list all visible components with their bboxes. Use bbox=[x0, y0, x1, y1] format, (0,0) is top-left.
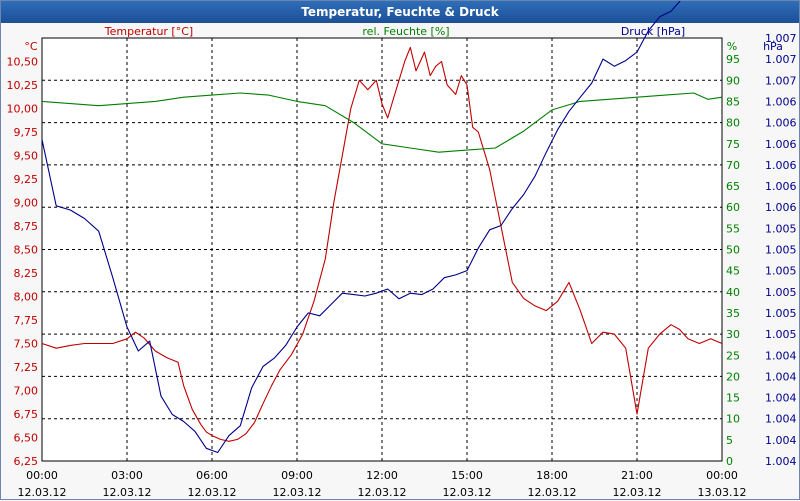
temperature-unit-label: °C bbox=[24, 40, 38, 53]
humidity-tick-label: 50 bbox=[726, 244, 740, 257]
x-tick-time: 06:00 bbox=[196, 469, 228, 482]
humidity-tick-label: 85 bbox=[726, 95, 740, 108]
temperature-tick-label: 7,50 bbox=[14, 338, 39, 351]
temperature-axis-title: Temperatur [°C] bbox=[104, 25, 193, 38]
pressure-tick-label: 1.005 bbox=[765, 222, 797, 235]
pressure-tick-label: 1.006 bbox=[765, 138, 797, 151]
humidity-tick-label: 40 bbox=[726, 286, 740, 299]
x-tick-date: 12.03.12 bbox=[18, 486, 67, 499]
chart-title: Temperatur, Feuchte & Druck bbox=[1, 1, 799, 23]
humidity-tick-label: 75 bbox=[726, 138, 740, 151]
temperature-tick-label: 9,25 bbox=[14, 173, 39, 186]
pressure-tick-label: 1.007 bbox=[765, 32, 797, 45]
temperature-tick-label: 7,75 bbox=[14, 314, 39, 327]
humidity-tick-label: 70 bbox=[726, 159, 740, 172]
x-tick-time: 00:00 bbox=[706, 469, 738, 482]
humidity-tick-label: 30 bbox=[726, 328, 740, 341]
pressure-tick-label: 1.006 bbox=[765, 180, 797, 193]
x-tick-time: 18:00 bbox=[536, 469, 568, 482]
temperature-tick-label: 7,00 bbox=[14, 385, 39, 398]
pressure-tick-label: 1.006 bbox=[765, 159, 797, 172]
humidity-tick-label: 45 bbox=[726, 265, 740, 278]
humidity-unit-label: % bbox=[727, 40, 737, 53]
temperature-tick-label: 9,50 bbox=[14, 150, 39, 163]
humidity-tick-label: 55 bbox=[726, 222, 740, 235]
pressure-tick-label: 1.004 bbox=[765, 413, 797, 426]
temperature-tick-label: 8,75 bbox=[14, 220, 39, 233]
plot-border bbox=[41, 37, 723, 462]
temperature-tick-label: 10,50 bbox=[7, 56, 39, 69]
x-tick-time: 15:00 bbox=[451, 469, 483, 482]
temperature-tick-label: 8,25 bbox=[14, 267, 39, 280]
humidity-tick-label: 35 bbox=[726, 307, 740, 320]
humidity-tick-label: 60 bbox=[726, 201, 740, 214]
humidity-tick-label: 0 bbox=[726, 455, 733, 468]
x-tick-date: 12.03.12 bbox=[273, 486, 322, 499]
temperature-tick-label: 6,50 bbox=[14, 432, 39, 445]
temperature-tick-label: 10,00 bbox=[7, 103, 39, 116]
pressure-tick-label: 1.005 bbox=[765, 286, 797, 299]
humidity-tick-label: 95 bbox=[726, 53, 740, 66]
pressure-tick-label: 1.005 bbox=[765, 328, 797, 341]
pressure-tick-label: 1.004 bbox=[765, 434, 797, 447]
x-tick-time: 21:00 bbox=[621, 469, 653, 482]
temperature-tick-label: 10,25 bbox=[7, 79, 39, 92]
pressure-tick-label: 1.006 bbox=[765, 117, 797, 130]
pressure-tick-label: 1.006 bbox=[765, 95, 797, 108]
pressure-tick-label: 1.004 bbox=[765, 455, 797, 468]
humidity-tick-label: 80 bbox=[726, 117, 740, 130]
temperature-tick-label: 6,75 bbox=[14, 408, 39, 421]
humidity-tick-label: 25 bbox=[726, 349, 740, 362]
pressure-tick-label: 1.004 bbox=[765, 392, 797, 405]
series-line-humidity bbox=[41, 92, 723, 153]
x-tick-time: 12:00 bbox=[366, 469, 398, 482]
humidity-tick-label: 15 bbox=[726, 392, 740, 405]
x-tick-time: 03:00 bbox=[111, 469, 143, 482]
humidity-tick-label: 90 bbox=[726, 74, 740, 87]
series-line-temperature bbox=[41, 46, 723, 442]
pressure-tick-label: 1.004 bbox=[765, 370, 797, 383]
humidity-tick-label: 10 bbox=[726, 413, 740, 426]
series-line-pressure bbox=[41, 1, 681, 454]
pressure-unit-label: hPa bbox=[763, 40, 783, 53]
pressure-tick-label: 1.004 bbox=[765, 349, 797, 362]
x-tick-date: 12.03.12 bbox=[188, 486, 237, 499]
x-tick-date: 12.03.12 bbox=[103, 486, 152, 499]
temperature-tick-label: 8,50 bbox=[14, 244, 39, 257]
pressure-tick-label: 1.007 bbox=[765, 53, 797, 66]
pressure-tick-label: 1.005 bbox=[765, 307, 797, 320]
pressure-tick-label: 1.005 bbox=[765, 244, 797, 257]
pressure-axis-title: Druck [hPa] bbox=[621, 25, 685, 38]
temperature-tick-label: 8,00 bbox=[14, 291, 39, 304]
humidity-tick-label: 65 bbox=[726, 180, 740, 193]
pressure-tick-label: 1.007 bbox=[765, 74, 797, 87]
temperature-tick-label: 9,00 bbox=[14, 197, 39, 210]
temperature-tick-label: 7,25 bbox=[14, 361, 39, 374]
pressure-tick-label: 1.006 bbox=[765, 201, 797, 214]
humidity-tick-label: 20 bbox=[726, 370, 740, 383]
x-tick-time: 09:00 bbox=[281, 469, 313, 482]
x-tick-date: 12.03.12 bbox=[528, 486, 577, 499]
pressure-tick-label: 1.005 bbox=[765, 265, 797, 278]
temperature-tick-label: 9,75 bbox=[14, 126, 39, 139]
humidity-axis-title: rel. Feuchte [%] bbox=[362, 25, 449, 38]
x-tick-date: 12.03.12 bbox=[358, 486, 407, 499]
x-tick-date: 12.03.12 bbox=[443, 486, 492, 499]
humidity-tick-label: 5 bbox=[726, 434, 733, 447]
x-tick-date: 12.03.12 bbox=[613, 486, 662, 499]
x-tick-time: 00:00 bbox=[26, 469, 58, 482]
x-tick-date: 13.03.12 bbox=[698, 486, 747, 499]
temperature-tick-label: 6,25 bbox=[14, 455, 39, 468]
